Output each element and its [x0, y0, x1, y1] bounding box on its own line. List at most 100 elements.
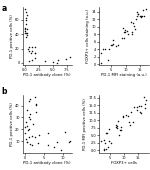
Point [68, 141, 70, 144]
Point [24, 16, 27, 19]
Point [108, 47, 110, 50]
Point [134, 27, 136, 30]
Point [28, 45, 30, 48]
Point [143, 106, 146, 109]
Point [136, 106, 138, 109]
Y-axis label: PD-1 MFI positive cells (%): PD-1 MFI positive cells (%) [83, 98, 87, 150]
Point [135, 17, 138, 20]
Point [124, 30, 126, 33]
Point [144, 103, 146, 106]
Point [142, 9, 145, 12]
Point [68, 56, 71, 59]
Point [38, 134, 40, 136]
Point [26, 124, 28, 127]
Point [25, 19, 27, 22]
Point [26, 31, 28, 34]
Point [122, 116, 124, 119]
Point [119, 125, 122, 128]
Point [100, 139, 103, 142]
Point [53, 146, 56, 149]
Point [122, 27, 124, 29]
Point [24, 29, 26, 32]
Point [119, 129, 122, 132]
Point [25, 120, 27, 123]
Y-axis label: FOXP3+ cells staining (a.u.): FOXP3+ cells staining (a.u.) [86, 9, 90, 63]
Point [145, 8, 147, 11]
Point [102, 149, 105, 152]
Point [132, 121, 134, 124]
Point [27, 128, 30, 130]
Point [142, 15, 145, 18]
Point [136, 14, 139, 17]
X-axis label: PD-1 antibody clone (%): PD-1 antibody clone (%) [23, 73, 71, 78]
Point [131, 30, 133, 33]
Point [111, 43, 113, 46]
Point [127, 115, 129, 117]
Point [108, 140, 110, 142]
Point [140, 15, 142, 18]
Point [57, 58, 59, 61]
Text: a: a [2, 4, 7, 13]
Point [129, 110, 132, 113]
Point [24, 125, 26, 128]
Point [104, 141, 106, 144]
Point [29, 118, 31, 120]
Point [127, 32, 130, 35]
Point [34, 56, 36, 59]
Point [37, 142, 39, 145]
Y-axis label: PD-1 positive cells (%): PD-1 positive cells (%) [10, 102, 14, 146]
Point [102, 48, 104, 50]
Point [132, 22, 134, 25]
Point [102, 138, 105, 141]
Point [119, 128, 122, 131]
Point [31, 46, 33, 49]
Point [123, 37, 125, 39]
X-axis label: FOXP3+ cells: FOXP3+ cells [111, 161, 137, 165]
Point [25, 138, 28, 140]
Point [25, 14, 28, 17]
Point [121, 37, 123, 40]
Point [31, 144, 34, 147]
Point [24, 131, 27, 134]
Point [63, 130, 66, 133]
Point [29, 98, 31, 101]
Point [34, 46, 36, 49]
X-axis label: PD-1 MFI staining (a.u.): PD-1 MFI staining (a.u.) [101, 73, 147, 78]
Point [130, 32, 133, 35]
Point [139, 105, 142, 108]
Point [26, 140, 28, 143]
Point [34, 52, 36, 54]
Point [47, 143, 50, 146]
Point [56, 141, 58, 144]
Point [100, 61, 103, 64]
Point [143, 96, 145, 99]
Point [46, 131, 49, 134]
Point [26, 141, 29, 144]
Point [128, 121, 130, 123]
Point [105, 148, 107, 150]
Point [138, 14, 141, 17]
Point [112, 43, 114, 46]
Point [44, 60, 46, 63]
Point [26, 128, 29, 131]
Point [145, 99, 147, 102]
Point [122, 115, 124, 117]
Point [30, 52, 32, 54]
Point [34, 52, 37, 55]
Point [108, 128, 110, 130]
Point [26, 27, 28, 30]
Point [24, 8, 27, 11]
Point [35, 110, 37, 113]
Point [25, 31, 28, 34]
Point [60, 149, 62, 152]
Point [110, 142, 112, 144]
Point [28, 142, 31, 145]
Point [107, 145, 110, 148]
Point [136, 109, 138, 111]
Point [123, 31, 125, 34]
Point [28, 60, 31, 63]
Point [110, 44, 112, 46]
Point [68, 139, 71, 142]
Point [106, 132, 108, 135]
Point [33, 96, 36, 99]
